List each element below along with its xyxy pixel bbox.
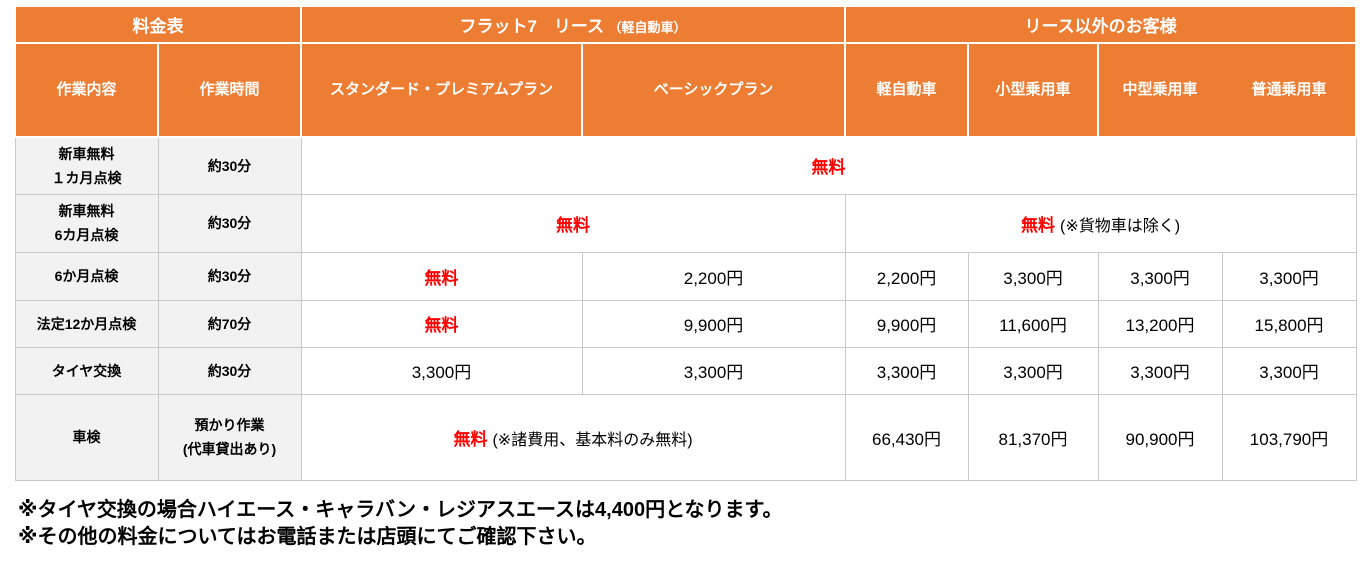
- row-time: 約30分: [157, 251, 302, 301]
- row-time: 約70分: [157, 299, 302, 348]
- free-note: (※諸費用、基本料のみ無料): [492, 431, 693, 449]
- row-label: 車検: [14, 393, 159, 481]
- group-header-flat7-lease: フラット7 リース （軽自動車）: [299, 5, 847, 44]
- row-label: 法定12か月点検: [14, 299, 159, 348]
- free-note: (※貨物車は除く): [1059, 217, 1181, 235]
- header-group-row: 料金表 フラット7 リース （軽自動車） リース以外のお客様: [14, 5, 1358, 44]
- row-time: 約30分: [157, 193, 302, 253]
- standard-free-cell: 無料: [300, 299, 583, 348]
- row-new-car-6month: 新車無料 6カ月点検 約30分 無料 無料 (※貨物車は除く): [14, 193, 1357, 253]
- group-header-non-lease-label: リース以外のお客様: [1024, 17, 1177, 36]
- price-cell: 3,300円: [300, 346, 583, 395]
- merged-free-cell: 無料: [300, 136, 1357, 195]
- row-label: 6か月点検: [14, 251, 159, 301]
- group-header-price-table: 料金表: [14, 5, 302, 44]
- price-cell: 3,300円: [581, 346, 846, 395]
- col-header-full-size-car: 普通乗用車: [1221, 42, 1358, 138]
- price-cell: 9,900円: [581, 299, 846, 348]
- col-header-work-type: 作業内容: [14, 42, 159, 138]
- price-cell: 3,300円: [1097, 346, 1223, 395]
- price-cell: 3,300円: [1221, 251, 1357, 301]
- price-cell: 2,200円: [844, 251, 969, 301]
- row-tire-change: タイヤ交換 約30分 3,300円 3,300円 3,300円 3,300円 3…: [14, 346, 1357, 395]
- row-time: 約30分: [157, 346, 302, 395]
- header-columns-row: 作業内容 作業時間 スタンダード・プレミアムプラン ベーシックプラン 軽自動車 …: [14, 42, 1358, 138]
- col-header-medium-car: 中型乗用車: [1097, 42, 1224, 138]
- free-text: 無料: [556, 215, 590, 235]
- row-shaken: 車検 預かり作業 (代車貸出あり) 無料 (※諸費用、基本料のみ無料) 66,43…: [14, 393, 1357, 481]
- row-new-car-1month: 新車無料 １カ月点検 約30分 無料: [14, 136, 1357, 195]
- footer-notes: ※タイヤ交換の場合ハイエース・キャラバン・レジアスエースは4,400円となります…: [18, 497, 783, 551]
- price-cell: 15,800円: [1221, 299, 1357, 348]
- price-cell: 9,900円: [844, 299, 969, 348]
- price-table: 料金表 フラット7 リース （軽自動車） リース以外のお客様 作業内容 作業時間…: [14, 5, 1358, 481]
- price-cell: 3,300円: [844, 346, 969, 395]
- price-cell: 2,200円: [581, 251, 846, 301]
- note-tire-change: ※タイヤ交換の場合ハイエース・キャラバン・レジアスエースは4,400円となります…: [18, 499, 783, 521]
- col-header-standard-premium-plan: スタンダード・プレミアムプラン: [300, 42, 583, 138]
- price-cell: 11,600円: [967, 299, 1099, 348]
- price-cell: 3,300円: [967, 251, 1099, 301]
- price-cell: 3,300円: [1221, 346, 1357, 395]
- row-time: 預かり作業 (代車貸出あり): [157, 393, 302, 481]
- price-cell: 66,430円: [844, 393, 969, 481]
- standard-free-cell: 無料: [300, 251, 583, 301]
- group-header-non-lease: リース以外のお客様: [844, 5, 1358, 44]
- group-header-flat7-lease-sub: （軽自動車）: [608, 20, 687, 35]
- col-header-work-time: 作業時間: [157, 42, 302, 138]
- row-12month-inspection: 法定12か月点検 約70分 無料 9,900円 9,900円 11,600円 1…: [14, 299, 1357, 348]
- price-cell: 90,900円: [1097, 393, 1223, 481]
- row-6month-inspection: 6か月点検 約30分 無料 2,200円 2,200円 3,300円 3,300…: [14, 251, 1357, 301]
- row-label: 新車無料 １カ月点検: [14, 136, 159, 195]
- price-cell: 81,370円: [967, 393, 1099, 481]
- free-text: 無料: [424, 316, 459, 335]
- col-header-kei-car: 軽自動車: [844, 42, 970, 138]
- lease-free-cell: 無料: [300, 193, 846, 253]
- price-cell: 13,200円: [1097, 299, 1223, 348]
- free-text: 無料: [811, 158, 846, 178]
- row-label: 新車無料 6カ月点検: [14, 193, 159, 253]
- row-label: タイヤ交換: [14, 346, 159, 395]
- col-header-small-car: 小型乗用車: [967, 42, 1100, 138]
- price-cell: 103,790円: [1221, 393, 1357, 481]
- non-lease-free-cell: 無料 (※貨物車は除く): [844, 193, 1357, 253]
- row-time: 約30分: [157, 136, 302, 195]
- free-text: 無料: [1020, 215, 1055, 235]
- group-header-flat7-lease-label: フラット7 リース: [459, 17, 605, 36]
- lease-free-cell: 無料 (※諸費用、基本料のみ無料): [300, 393, 846, 481]
- col-header-basic-plan: ベーシックプラン: [580, 42, 847, 138]
- group-header-price-table-label: 料金表: [132, 17, 184, 36]
- note-other-fees: ※その他の料金についてはお電話または店頭にてご確認下さい。: [18, 526, 597, 548]
- free-text: 無料: [453, 429, 488, 449]
- price-cell: 3,300円: [1097, 251, 1223, 301]
- price-cell: 3,300円: [967, 346, 1099, 395]
- free-text: 無料: [424, 268, 459, 288]
